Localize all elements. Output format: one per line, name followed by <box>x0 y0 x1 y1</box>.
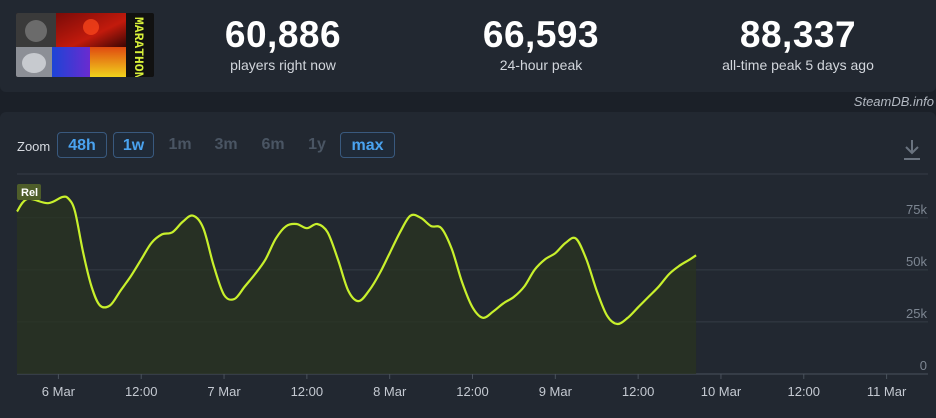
download-icon[interactable] <box>902 138 922 162</box>
zoom-48h-button[interactable]: 48h <box>57 132 107 158</box>
x-tick-label: 7 Mar <box>207 384 241 399</box>
zoom-6m-button[interactable]: 6m <box>261 136 285 153</box>
x-tick-label: 9 Mar <box>539 384 573 399</box>
chart-card: Zoom 48h 1w 1m 3m 6m 1y max 6 Mar 12:00 7 … <box>0 112 936 418</box>
x-tick-label: 12:00 <box>456 384 489 399</box>
stat-all-time-peak: 88,337 all-time peak 5 days ago <box>688 14 908 74</box>
stat-value: 66,593 <box>482 14 600 55</box>
x-tick-label: 8 Mar <box>373 384 407 399</box>
zoom-label: Zoom <box>17 139 51 154</box>
stat-label: players right now <box>230 57 336 73</box>
stat-value: 88,337 <box>739 14 857 55</box>
x-tick-label: 12:00 <box>125 384 158 399</box>
stat-label: all-time peak 5 days ago <box>722 57 874 73</box>
game-cover-text: MARATHON <box>131 17 146 77</box>
y-tick-label: 50k <box>906 254 927 269</box>
y-tick-label: 75k <box>906 202 927 217</box>
zoom-max-button[interactable]: max <box>340 132 395 158</box>
stat-value: 60,886 <box>224 14 342 55</box>
game-cover-art-icon: MARATHON <box>16 13 154 77</box>
source-label[interactable]: SteamDB.info <box>853 94 934 109</box>
x-tick-label: 11 Mar <box>867 384 907 399</box>
stats-card: MARATHON 60,886 players right now 66,593… <box>0 0 936 92</box>
x-tick-label: 10 Mar <box>701 384 742 399</box>
x-tick-label: 12:00 <box>787 384 820 399</box>
x-tick-label: 12:00 <box>291 384 324 399</box>
x-tick-label: 6 Mar <box>42 384 76 399</box>
stat-players-now: 60,886 players right now <box>173 14 393 74</box>
release-badge-bg <box>17 184 41 200</box>
stat-24h-peak: 66,593 24-hour peak <box>431 14 651 74</box>
chart-area-fill <box>17 196 697 374</box>
zoom-1w-button[interactable]: 1w <box>113 132 154 158</box>
stat-label: 24-hour peak <box>499 57 583 73</box>
y-tick-label: 0 <box>920 358 927 373</box>
game-thumbnail[interactable]: MARATHON <box>16 13 154 77</box>
zoom-1y-button[interactable]: 1y <box>308 136 326 153</box>
player-count-chart[interactable]: 6 Mar 12:00 7 Mar 12:00 8 Mar 12:00 9 Mar 12:00… <box>0 172 936 418</box>
zoom-3m-button[interactable]: 3m <box>214 136 238 153</box>
release-badge-label: Rel <box>21 187 38 199</box>
x-tick-label: 12:00 <box>622 384 655 399</box>
release-badge[interactable]: Rel <box>17 184 41 200</box>
chart-series-line <box>16 195 697 326</box>
y-tick-label: 25k <box>906 306 927 321</box>
zoom-1m-button[interactable]: 1m <box>168 136 192 153</box>
